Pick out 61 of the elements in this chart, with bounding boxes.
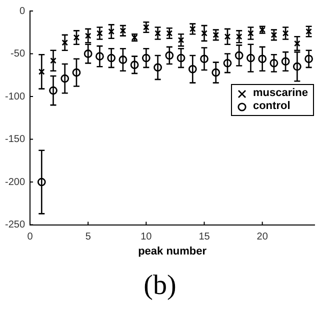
point (84, 50, 92, 58)
point (292, 62, 302, 71)
point (188, 64, 197, 74)
point (304, 54, 313, 64)
point (154, 30, 161, 36)
y-tick-label: -100 (5, 91, 26, 102)
point (165, 51, 174, 60)
point (50, 57, 56, 64)
x-tick-label: 10 (140, 232, 152, 243)
y-tick-label: -50 (10, 48, 26, 60)
y-tick-label: -150 (5, 134, 26, 146)
point (236, 33, 242, 40)
point (96, 30, 103, 36)
point (49, 86, 58, 95)
x-tick-label: 5 (85, 232, 92, 243)
x-tick-label: 20 (256, 232, 268, 243)
x-axis-title: peak number (138, 245, 208, 258)
point (108, 28, 114, 35)
point (118, 56, 128, 64)
point (62, 39, 68, 46)
x-tick-label: 15 (198, 232, 210, 243)
point (107, 54, 116, 62)
point (282, 30, 289, 36)
point (142, 54, 150, 62)
point (281, 57, 290, 66)
legend-label: muscarine (252, 87, 308, 100)
point (120, 27, 126, 34)
point (246, 54, 255, 62)
y-tick-label: -250 (5, 220, 26, 231)
point (200, 54, 208, 64)
point (72, 68, 81, 77)
point (178, 36, 184, 44)
point (248, 30, 254, 36)
point (306, 28, 312, 35)
point (212, 68, 220, 77)
point (73, 34, 80, 41)
y-tick-label: 0 (19, 6, 26, 17)
point (60, 74, 70, 83)
point (234, 51, 244, 60)
point (201, 30, 208, 36)
point (38, 68, 45, 75)
point (166, 30, 173, 36)
point (142, 24, 150, 30)
point (224, 33, 231, 40)
x-tick-label: 0 (27, 232, 34, 243)
text: (b) (142, 270, 178, 302)
point (37, 178, 46, 186)
point (154, 63, 162, 72)
point (189, 26, 196, 32)
point (96, 52, 104, 61)
point (176, 54, 186, 62)
point (84, 32, 92, 39)
point (270, 32, 278, 38)
legend-label: control (252, 100, 290, 113)
point (270, 58, 278, 68)
point (223, 58, 232, 68)
point (130, 60, 139, 70)
point (258, 54, 267, 64)
point (212, 32, 220, 38)
point (294, 40, 300, 47)
y-tick-label: -200 (5, 176, 26, 188)
